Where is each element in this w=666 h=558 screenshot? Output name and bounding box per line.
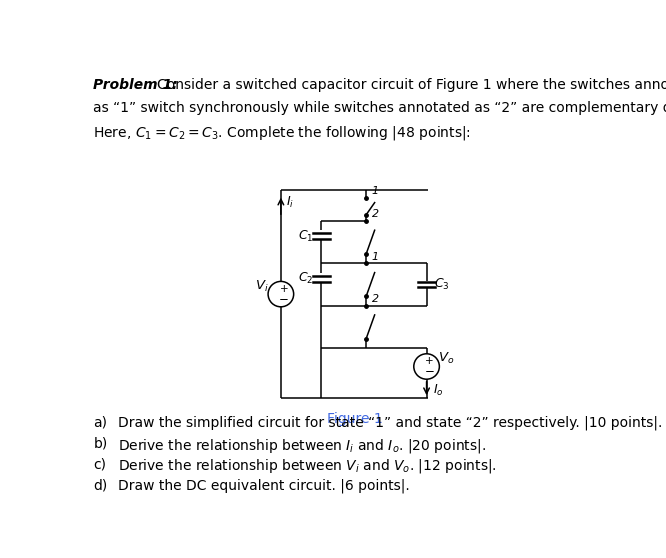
Text: Derive the relationship between $V_i$ and $V_o$. |12 points|.: Derive the relationship between $V_i$ an… [118,458,497,475]
Circle shape [268,281,294,307]
Text: Here, $C_1 = C_2 = C_3$. Complete the following |48 points|:: Here, $C_1 = C_2 = C_3$. Complete the fo… [93,124,472,142]
Text: 2: 2 [372,294,379,304]
Text: Problem 1:: Problem 1: [93,78,178,92]
Text: d): d) [93,478,108,492]
Text: 2: 2 [372,209,379,219]
Text: Draw the DC equivalent circuit. |6 points|.: Draw the DC equivalent circuit. |6 point… [118,478,410,493]
Text: Consider a switched capacitor circuit of Figure 1 where the switches annotated: Consider a switched capacitor circuit of… [157,78,666,92]
Text: b): b) [93,436,108,450]
Text: −: − [279,292,289,306]
Text: Derive the relationship between $I_i$ and $I_o$. |20 points|.: Derive the relationship between $I_i$ an… [118,436,486,455]
Text: Figure 1: Figure 1 [326,412,382,426]
Text: as “1” switch synchronously while switches annotated as “2” are complementary de: as “1” switch synchronously while switch… [93,101,666,115]
Text: c): c) [93,458,107,472]
Text: $I_o$: $I_o$ [433,383,444,398]
Text: Draw the simplified circuit for state “1” and state “2” respectively. |10 points: Draw the simplified circuit for state “1… [118,416,663,430]
Text: +: + [280,284,288,294]
Text: +: + [426,357,434,367]
Text: $V_o$: $V_o$ [438,351,454,367]
Circle shape [414,354,440,379]
Text: a): a) [93,416,107,430]
Text: 1: 1 [372,252,379,262]
Text: $C_3$: $C_3$ [434,277,450,292]
Text: $V_i$: $V_i$ [254,279,268,294]
Text: −: − [425,365,435,378]
Text: 1: 1 [372,186,379,196]
Text: $C_1$: $C_1$ [298,229,314,244]
Text: $I_i$: $I_i$ [286,195,294,210]
Text: $C_2$: $C_2$ [298,271,313,286]
